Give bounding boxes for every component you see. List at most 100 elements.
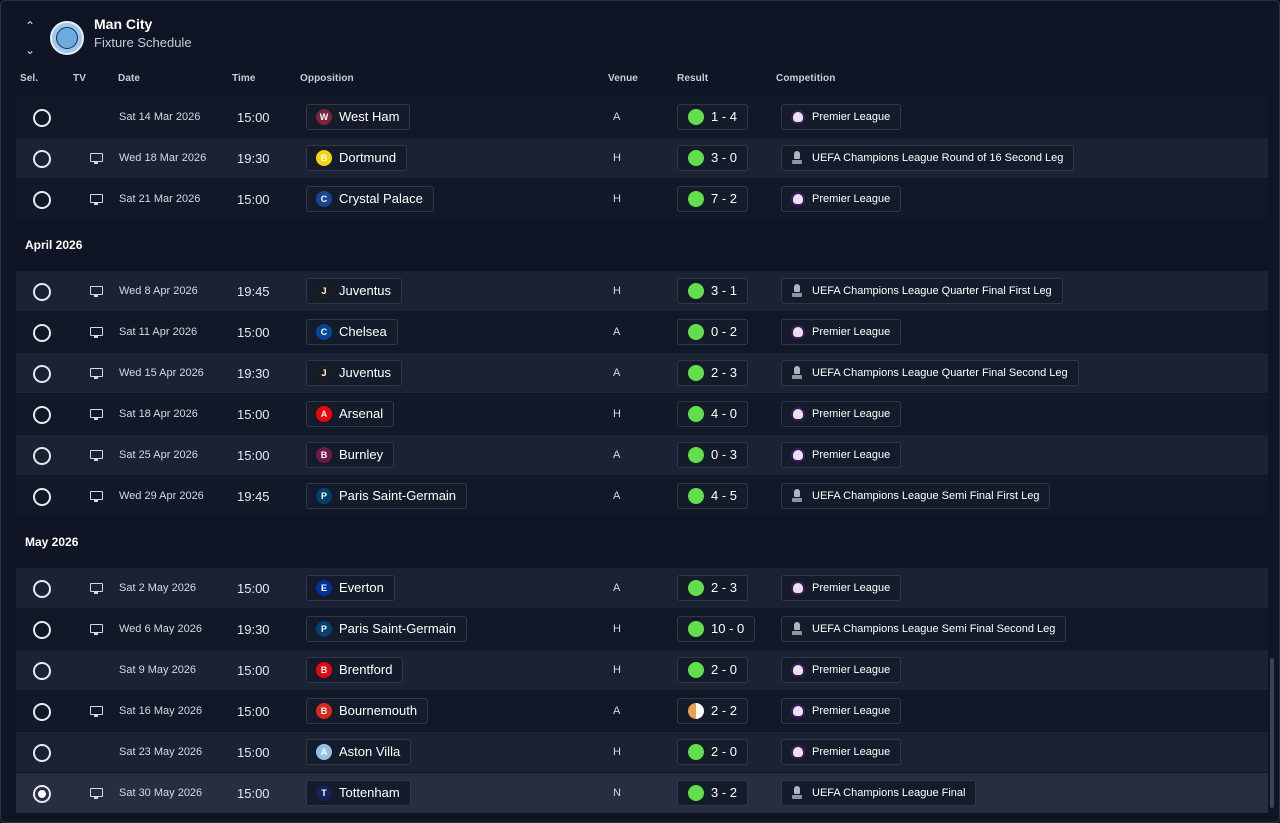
club-name[interactable]: Man City — [94, 16, 153, 32]
column-header-competition[interactable]: Competition — [776, 73, 836, 84]
venue-code: A — [613, 449, 621, 461]
club-crest-icon[interactable] — [50, 21, 84, 55]
opposition-name: Bournemouth — [339, 703, 418, 718]
scrollbar[interactable] — [1270, 658, 1274, 808]
chevron-down-icon[interactable]: ⌄ — [24, 43, 36, 57]
column-header-opposition[interactable]: Opposition — [300, 73, 354, 84]
premier-league-icon — [791, 745, 805, 759]
table-row[interactable]: Sat 25 Apr 2026 15:00 B Burnley A 0 - 3 Premie… — [16, 435, 1268, 475]
competition-button[interactable]: Premier League — [781, 104, 902, 130]
select-radio[interactable] — [33, 488, 51, 506]
table-row[interactable]: Wed 8 Apr 2026 19:45 J Juventus H 3 - 1 UEFA C… — [16, 271, 1268, 311]
table-row[interactable]: Wed 29 Apr 2026 19:45 P Paris Saint-Germain… — [16, 476, 1268, 516]
column-header-tv[interactable]: TV — [73, 73, 86, 84]
result-button[interactable]: 3 - 1 — [677, 278, 749, 304]
table-row[interactable]: Sat 16 May 2026 15:00 B Bournemouth A 2 - 2 Pr… — [16, 691, 1268, 731]
table-row[interactable]: Sat 30 May 2026 15:00 T Tottenham N 3 - 2 UEFA… — [16, 773, 1268, 813]
result-button[interactable]: 4 - 5 — [677, 483, 749, 509]
competition-button[interactable]: Premier League — [781, 401, 902, 427]
table-row[interactable]: Sat 23 May 2026 15:00 A Aston Villa H 2 - 0 Pr… — [16, 732, 1268, 772]
competition-button[interactable]: UEFA Champions League Semi Final First L… — [781, 483, 1051, 509]
result-button[interactable]: 1 - 4 — [677, 104, 749, 130]
result-button[interactable]: 0 - 2 — [677, 319, 749, 345]
opposition-button[interactable]: B Dortmund — [306, 145, 408, 171]
opposition-button[interactable]: B Burnley — [306, 442, 395, 468]
competition-button[interactable]: Premier League — [781, 442, 902, 468]
result-button[interactable]: 2 - 3 — [677, 360, 749, 386]
result-button[interactable]: 2 - 2 — [677, 698, 749, 724]
champions-league-trophy-icon — [791, 622, 803, 636]
column-header-result[interactable]: Result — [677, 73, 709, 84]
opposition-button[interactable]: B Bournemouth — [306, 698, 429, 724]
result-button[interactable]: 2 - 0 — [677, 739, 749, 765]
select-radio[interactable] — [33, 447, 51, 465]
table-row[interactable]: Wed 15 Apr 2026 19:30 J Juventus A 2 - 3 UEFA … — [16, 353, 1268, 393]
opposition-button[interactable]: A Aston Villa — [306, 739, 412, 765]
opposition-button[interactable]: W West Ham — [306, 104, 411, 130]
competition-button[interactable]: UEFA Champions League Semi Final Second … — [781, 616, 1067, 642]
select-radio[interactable] — [33, 191, 51, 209]
column-header-time[interactable]: Time — [232, 73, 256, 84]
fixture-time: 15:00 — [237, 448, 270, 463]
club-badge-icon: J — [316, 365, 332, 381]
competition-name: UEFA Champions League Semi Final Second … — [812, 623, 1056, 635]
select-radio[interactable] — [33, 785, 51, 803]
competition-button[interactable]: UEFA Champions League Quarter Final Firs… — [781, 278, 1063, 304]
result-button[interactable]: 2 - 3 — [677, 575, 749, 601]
result-button[interactable]: 4 - 0 — [677, 401, 749, 427]
opposition-button[interactable]: B Brentford — [306, 657, 404, 683]
opposition-button[interactable]: P Paris Saint-Germain — [306, 483, 468, 509]
select-radio[interactable] — [33, 109, 51, 127]
result-button[interactable]: 2 - 0 — [677, 657, 749, 683]
select-radio[interactable] — [33, 365, 51, 383]
competition-button[interactable]: Premier League — [781, 575, 902, 601]
select-radio[interactable] — [33, 406, 51, 424]
competition-button[interactable]: UEFA Champions League Quarter Final Seco… — [781, 360, 1079, 386]
select-radio[interactable] — [33, 703, 51, 721]
result-button[interactable]: 10 - 0 — [677, 616, 756, 642]
table-row[interactable]: Sat 18 Apr 2026 15:00 A Arsenal H 4 - 0 Premie… — [16, 394, 1268, 434]
competition-button[interactable]: UEFA Champions League Final — [781, 780, 977, 806]
competition-button[interactable]: Premier League — [781, 739, 902, 765]
competition-button[interactable]: Premier League — [781, 657, 902, 683]
opposition-name: Paris Saint-Germain — [339, 621, 457, 636]
select-radio[interactable] — [33, 283, 51, 301]
result-score: 2 - 3 — [711, 365, 738, 380]
select-radio[interactable] — [33, 324, 51, 342]
select-radio[interactable] — [33, 744, 51, 762]
opposition-button[interactable]: C Chelsea — [306, 319, 398, 345]
competition-button[interactable]: Premier League — [781, 319, 902, 345]
club-badge-icon: B — [316, 662, 332, 678]
competition-button[interactable]: Premier League — [781, 186, 902, 212]
opposition-button[interactable]: A Arsenal — [306, 401, 395, 427]
table-row[interactable]: Wed 6 May 2026 19:30 P Paris Saint-Germain H… — [16, 609, 1268, 649]
column-header-venue[interactable]: Venue — [608, 73, 638, 84]
opposition-button[interactable]: J Juventus — [306, 278, 403, 304]
competition-button[interactable]: Premier League — [781, 698, 902, 724]
opposition-button[interactable]: J Juventus — [306, 360, 403, 386]
column-header-sel[interactable]: Sel. — [20, 73, 39, 84]
table-row[interactable]: Sat 11 Apr 2026 15:00 C Chelsea A 0 - 2 Premie… — [16, 312, 1268, 352]
opposition-button[interactable]: P Paris Saint-Germain — [306, 616, 468, 642]
chevron-up-icon[interactable]: ⌃ — [24, 19, 36, 33]
table-row[interactable]: Sat 14 Mar 2026 15:00 W West Ham A 1 - 4 Premi… — [16, 97, 1268, 137]
select-radio[interactable] — [33, 662, 51, 680]
competition-button[interactable]: UEFA Champions League Round of 16 Second… — [781, 145, 1075, 171]
table-row[interactable]: Sat 9 May 2026 15:00 B Brentford H 2 - 0 Premi… — [16, 650, 1268, 690]
select-radio[interactable] — [33, 621, 51, 639]
opposition-button[interactable]: E Everton — [306, 575, 395, 601]
result-button[interactable]: 7 - 2 — [677, 186, 749, 212]
column-header-date[interactable]: Date — [118, 73, 141, 84]
opposition-button[interactable]: T Tottenham — [306, 780, 411, 806]
table-row[interactable]: Wed 18 Mar 2026 19:30 B Dortmund H 3 - 0 UEFA … — [16, 138, 1268, 178]
fixture-time: 15:00 — [237, 704, 270, 719]
result-button[interactable]: 0 - 3 — [677, 442, 749, 468]
result-button[interactable]: 3 - 2 — [677, 780, 749, 806]
result-button[interactable]: 3 - 0 — [677, 145, 749, 171]
select-radio[interactable] — [33, 580, 51, 598]
select-radio[interactable] — [33, 150, 51, 168]
opposition-button[interactable]: C Crystal Palace — [306, 186, 434, 212]
opposition-name: Everton — [339, 580, 384, 595]
table-row[interactable]: Sat 2 May 2026 15:00 E Everton A 2 - 3 Premier… — [16, 568, 1268, 608]
table-row[interactable]: Sat 21 Mar 2026 15:00 C Crystal Palace H 7 - … — [16, 179, 1268, 219]
